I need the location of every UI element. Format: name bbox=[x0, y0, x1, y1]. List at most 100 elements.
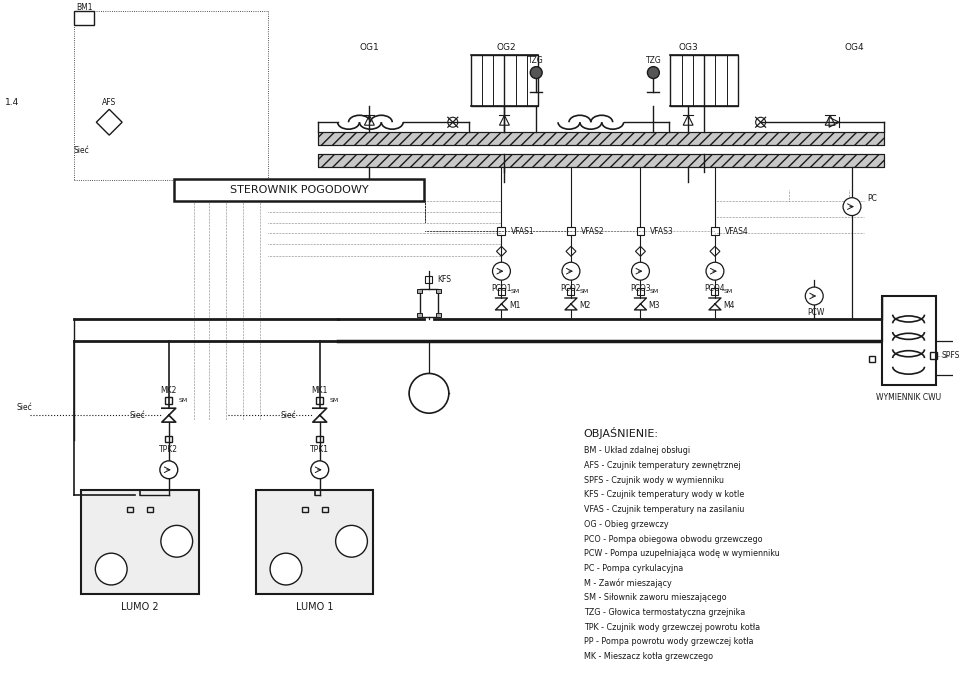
Bar bbox=[470, 55, 539, 106]
Circle shape bbox=[647, 67, 660, 79]
Bar bbox=[637, 287, 644, 295]
Bar bbox=[318, 132, 884, 145]
Text: VFAS4: VFAS4 bbox=[725, 227, 749, 236]
Text: WYMIENNIK CWU: WYMIENNIK CWU bbox=[876, 393, 941, 402]
Circle shape bbox=[336, 526, 368, 557]
Text: MK1: MK1 bbox=[312, 386, 328, 395]
Bar bbox=[165, 397, 172, 404]
Bar bbox=[417, 313, 422, 317]
Text: BM1: BM1 bbox=[76, 3, 93, 11]
Bar bbox=[670, 55, 738, 106]
Bar bbox=[82, 490, 199, 594]
Text: LUMO 2: LUMO 2 bbox=[121, 602, 158, 612]
Circle shape bbox=[161, 526, 193, 557]
Text: SM: SM bbox=[724, 289, 733, 293]
Text: PP - Pompa powrotu wody grzewczej kotła: PP - Pompa powrotu wody grzewczej kotła bbox=[584, 637, 754, 647]
Bar bbox=[174, 179, 424, 201]
Text: AFS - Czujnik temperatury zewnętrznej: AFS - Czujnik temperatury zewnętrznej bbox=[584, 461, 740, 470]
Text: OG4: OG4 bbox=[844, 43, 864, 52]
Circle shape bbox=[160, 461, 178, 479]
Text: PCO1: PCO1 bbox=[492, 283, 512, 293]
Circle shape bbox=[95, 553, 127, 585]
Text: TPK - Czujnik wody grzewczej powrotu kotła: TPK - Czujnik wody grzewczej powrotu kot… bbox=[584, 623, 760, 632]
Circle shape bbox=[706, 262, 724, 280]
Text: VFAS3: VFAS3 bbox=[651, 227, 674, 236]
Circle shape bbox=[843, 198, 861, 215]
Text: SM: SM bbox=[329, 398, 339, 402]
Text: OG1: OG1 bbox=[359, 43, 379, 52]
Bar bbox=[425, 276, 432, 283]
Bar bbox=[318, 154, 884, 167]
Text: Sieć: Sieć bbox=[74, 145, 89, 155]
Bar bbox=[318, 132, 884, 145]
Text: MK - Mieszacz kotła grzewczego: MK - Mieszacz kotła grzewczego bbox=[584, 652, 713, 661]
Bar bbox=[316, 435, 324, 442]
Text: M4: M4 bbox=[723, 302, 734, 310]
Text: Sieć: Sieć bbox=[280, 411, 296, 420]
Text: Sieć: Sieć bbox=[17, 402, 33, 412]
Text: PCO4: PCO4 bbox=[705, 283, 725, 293]
Bar bbox=[322, 507, 327, 512]
Text: M2: M2 bbox=[579, 302, 590, 310]
Bar bbox=[711, 287, 718, 295]
Circle shape bbox=[632, 262, 649, 280]
Text: M - Zawór mieszający: M - Zawór mieszający bbox=[584, 578, 672, 588]
Bar bbox=[256, 490, 373, 594]
Bar bbox=[420, 289, 438, 317]
Bar bbox=[318, 154, 884, 167]
Text: Sieć: Sieć bbox=[130, 411, 145, 420]
Bar bbox=[301, 507, 308, 512]
Text: SM: SM bbox=[511, 289, 519, 293]
Bar bbox=[498, 287, 505, 295]
Circle shape bbox=[270, 553, 301, 585]
Text: MK2: MK2 bbox=[160, 386, 177, 395]
Bar bbox=[497, 227, 505, 236]
Text: M1: M1 bbox=[510, 302, 520, 310]
Text: M3: M3 bbox=[648, 302, 660, 310]
Text: PC: PC bbox=[867, 194, 876, 203]
Text: PCO3: PCO3 bbox=[630, 283, 651, 293]
Text: KFS - Czujnik temperatury wody w kotle: KFS - Czujnik temperatury wody w kotle bbox=[584, 491, 744, 499]
Circle shape bbox=[805, 287, 823, 305]
Text: OG - Obieg grzewczy: OG - Obieg grzewczy bbox=[584, 520, 668, 529]
Bar bbox=[436, 289, 441, 293]
Text: SM: SM bbox=[179, 398, 188, 402]
Bar bbox=[869, 355, 875, 361]
Text: SM: SM bbox=[580, 289, 589, 293]
Text: PCO2: PCO2 bbox=[561, 283, 581, 293]
Text: TPK1: TPK1 bbox=[310, 446, 329, 454]
Bar bbox=[436, 313, 441, 317]
Text: KFS: KFS bbox=[437, 275, 451, 283]
Text: 1.4: 1.4 bbox=[5, 98, 19, 107]
Bar bbox=[567, 287, 574, 295]
Text: TPK2: TPK2 bbox=[159, 446, 179, 454]
Circle shape bbox=[492, 262, 511, 280]
Text: VFAS2: VFAS2 bbox=[581, 227, 605, 236]
Text: PC - Pompa cyrkulacyjna: PC - Pompa cyrkulacyjna bbox=[584, 564, 684, 573]
Text: OBJAŚNIENIE:: OBJAŚNIENIE: bbox=[584, 427, 659, 439]
Text: BM - Układ zdalnej obsługi: BM - Układ zdalnej obsługi bbox=[584, 446, 690, 456]
Text: VFAS1: VFAS1 bbox=[512, 227, 535, 236]
Circle shape bbox=[311, 461, 328, 479]
Bar bbox=[147, 507, 153, 512]
Text: OG3: OG3 bbox=[679, 43, 698, 52]
Bar bbox=[165, 435, 172, 442]
Bar bbox=[711, 227, 719, 236]
Text: TZG - Głowica termostatyczna grzejnika: TZG - Głowica termostatyczna grzejnika bbox=[584, 608, 745, 617]
Text: TZG: TZG bbox=[528, 56, 544, 65]
Bar bbox=[636, 227, 644, 236]
Text: LUMO 1: LUMO 1 bbox=[296, 602, 333, 612]
Circle shape bbox=[530, 67, 542, 79]
Bar bbox=[930, 352, 937, 359]
Bar bbox=[75, 11, 94, 25]
Bar bbox=[127, 507, 133, 512]
Text: AFS: AFS bbox=[102, 98, 116, 107]
Circle shape bbox=[562, 262, 580, 280]
Text: PCO - Pompa obiegowa obwodu grzewczego: PCO - Pompa obiegowa obwodu grzewczego bbox=[584, 534, 762, 544]
Text: SM - Siłownik zaworu mieszającego: SM - Siłownik zaworu mieszającego bbox=[584, 594, 727, 602]
Text: SM: SM bbox=[649, 289, 659, 293]
Circle shape bbox=[409, 374, 449, 413]
Bar bbox=[316, 397, 324, 404]
Text: VFAS - Czujnik temperatury na zasilaniu: VFAS - Czujnik temperatury na zasilaniu bbox=[584, 505, 744, 514]
Bar bbox=[882, 296, 936, 386]
